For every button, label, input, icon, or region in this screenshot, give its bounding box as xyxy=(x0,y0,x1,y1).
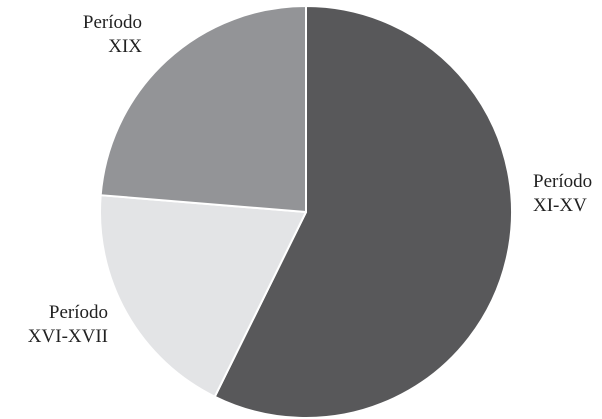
pie-slice xyxy=(213,5,513,419)
slice-label-line: XVI-XVII xyxy=(28,326,108,347)
slice-label-line: Período xyxy=(49,302,108,323)
pie-slice xyxy=(99,194,307,398)
pie-slices xyxy=(99,5,513,419)
slice-label-line: XIX xyxy=(108,36,142,57)
slice-label: Período XIX xyxy=(83,12,142,57)
pie-labels: Período XI-XV Período XVI-XVII Período XIX xyxy=(28,12,592,347)
slice-label-line: Período xyxy=(533,171,592,192)
slice-label-line: XI-XV xyxy=(533,195,587,216)
slice-label: Período XVI-XVII xyxy=(28,302,108,347)
pie-slice xyxy=(99,5,307,213)
slice-label: Período XI-XV xyxy=(533,171,592,216)
slice-label-line: Período xyxy=(83,12,142,33)
